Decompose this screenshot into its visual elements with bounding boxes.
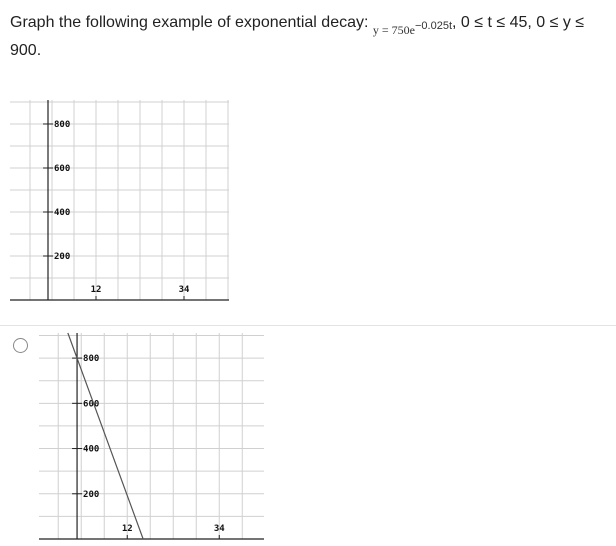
question-text: Graph the following example of exponenti… xyxy=(10,5,610,65)
graph-answer-option: 200 400 600 800 12 34 xyxy=(39,332,264,540)
y-tick-label: 800 xyxy=(83,354,99,364)
domain-text: , 0 ≤ t ≤ 45, 0 ≤ y ≤ 900. xyxy=(10,14,585,59)
x-tick-label: 12 xyxy=(122,524,133,534)
equation-exponent: −0.025t xyxy=(415,20,453,32)
y-tick-label: 200 xyxy=(54,252,70,262)
y-tick-label: 200 xyxy=(83,490,99,500)
equation: y = 750e−0.025t xyxy=(372,20,453,37)
x-tick-label: 34 xyxy=(179,285,190,295)
answer-radio-button[interactable] xyxy=(13,338,28,353)
y-tick-label: 800 xyxy=(54,120,70,130)
graph-reference: 200 400 600 800 12 34 xyxy=(10,100,229,301)
divider xyxy=(0,325,616,326)
y-tick-label: 600 xyxy=(54,164,70,174)
y-tick-label: 600 xyxy=(83,399,99,409)
x-tick-label: 34 xyxy=(214,524,225,534)
equation-base: y = 750e xyxy=(372,23,415,37)
y-tick-label: 400 xyxy=(83,445,99,455)
x-tick-label: 12 xyxy=(91,285,102,295)
y-tick-label: 400 xyxy=(54,208,70,218)
series-line xyxy=(67,332,144,540)
question-prompt: Graph the following example of exponenti… xyxy=(10,14,369,31)
